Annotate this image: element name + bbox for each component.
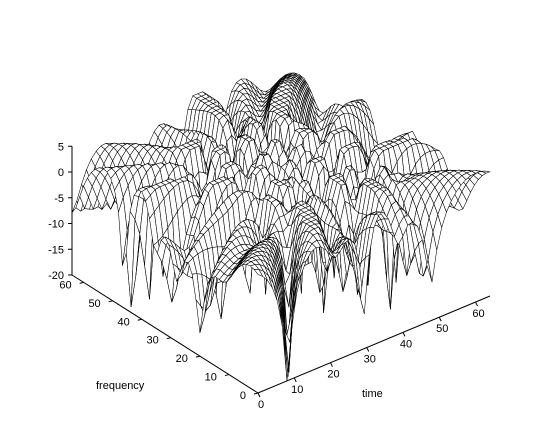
y-tick-mark — [108, 300, 113, 303]
y-axis-label: frequency — [96, 380, 145, 392]
x-axis-label: time — [362, 388, 383, 400]
z-tick-label: -10 — [48, 219, 64, 231]
y-tick-mark — [137, 318, 142, 321]
x-axis-line — [257, 295, 491, 394]
x-tick-label: 10 — [291, 384, 303, 396]
y-tick-label: 0 — [240, 390, 246, 402]
z-tick-label: 5 — [58, 141, 64, 153]
x-tick-label: 60 — [472, 308, 484, 320]
y-axis-line — [71, 274, 259, 394]
x-tick-label: 40 — [400, 338, 412, 350]
y-tick-mark — [253, 392, 259, 395]
surface-facet — [481, 170, 491, 174]
x-tick-mark — [330, 362, 333, 367]
y-tick-mark — [195, 355, 200, 358]
z-tick-label: -15 — [48, 244, 64, 256]
z-tick-label: 0 — [58, 167, 64, 179]
x-tick-mark — [293, 377, 297, 383]
z-tick-label: -5 — [54, 193, 64, 205]
y-tick-mark — [79, 281, 84, 284]
y-tick-label: 30 — [147, 335, 159, 347]
x-tick-mark — [438, 316, 442, 322]
y-tick-mark — [224, 374, 230, 377]
x-tick-mark — [257, 392, 261, 398]
y-tick-label: 20 — [176, 353, 188, 365]
y-tick-label: 10 — [205, 372, 217, 384]
y-tick-label: 50 — [88, 298, 100, 310]
surface-mesh — [71, 72, 491, 382]
x-tick-label: 20 — [327, 369, 339, 381]
x-tick-mark — [475, 301, 478, 307]
z-tick-label: -20 — [48, 270, 64, 282]
y-tick-label: 40 — [118, 316, 130, 328]
x-tick-label: 30 — [364, 354, 376, 366]
x-tick-mark — [402, 332, 406, 337]
x-tick-label: 0 — [258, 399, 264, 411]
axes — [68, 145, 491, 398]
y-tick-mark — [166, 337, 171, 340]
y-tick-label: 60 — [59, 279, 71, 291]
x-tick-label: 50 — [436, 323, 448, 335]
x-tick-mark — [366, 347, 370, 352]
